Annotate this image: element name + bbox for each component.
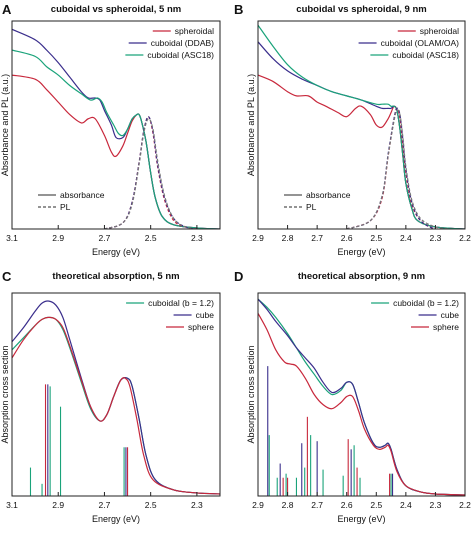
series-line bbox=[258, 41, 465, 229]
x-tick-label: 2.9 bbox=[52, 233, 64, 243]
legend-bottom-left: absorbance PL bbox=[284, 190, 351, 212]
legend-label: sphere bbox=[188, 322, 214, 332]
plot-frame bbox=[257, 292, 466, 497]
x-tick-label: 2.5 bbox=[370, 500, 382, 510]
series-line bbox=[104, 116, 209, 229]
x-tick-label: 2.3 bbox=[430, 500, 442, 510]
x-tick-label: 3.1 bbox=[6, 233, 18, 243]
transition-sticks bbox=[29, 384, 129, 496]
legend-label: sphere bbox=[433, 322, 459, 332]
x-tick-label: 2.7 bbox=[99, 500, 111, 510]
panel-letter: C bbox=[2, 269, 12, 284]
legend-top-right: cuboidal (b = 1.2) cube sphere bbox=[126, 298, 214, 332]
x-axis-label: Energy (eV) bbox=[92, 514, 140, 524]
series-line bbox=[12, 316, 220, 495]
series-line bbox=[346, 107, 451, 229]
series-line bbox=[258, 313, 465, 496]
series-line bbox=[258, 24, 465, 229]
y-axis-label: Absorption cross section bbox=[0, 345, 10, 443]
panel-title: cuboidal vs spheroidal, 9 nm bbox=[296, 4, 426, 15]
legend-label: cube bbox=[196, 310, 215, 320]
series-line bbox=[12, 74, 220, 229]
legend-label: cuboidal (b = 1.2) bbox=[393, 298, 459, 308]
panel-title: theoretical absorption, 5 nm bbox=[52, 271, 179, 282]
x-tick-label: 2.6 bbox=[341, 233, 353, 243]
curves bbox=[12, 300, 220, 495]
legend-top-right: spheroidal cuboidal (OLAM/OA) cuboidal (AS… bbox=[358, 26, 460, 60]
transition-sticks bbox=[267, 366, 394, 496]
series-line bbox=[346, 109, 451, 229]
series-line bbox=[104, 116, 209, 229]
x-tick-label: 2.3 bbox=[430, 233, 442, 243]
x-tick-label: 2.9 bbox=[252, 233, 264, 243]
x-tick-label: 2.8 bbox=[282, 500, 294, 510]
legend-label: PL bbox=[60, 202, 71, 212]
legend-label: cuboidal (ASC18) bbox=[147, 50, 214, 60]
plot-frame bbox=[11, 292, 221, 497]
x-tick-label: 2.5 bbox=[145, 233, 157, 243]
x-axis-label: Energy (eV) bbox=[337, 514, 385, 524]
legend-label: absorbance bbox=[60, 190, 105, 200]
x-tick-label: 2.3 bbox=[191, 500, 203, 510]
curves bbox=[12, 28, 220, 229]
x-axis-label: Energy (eV) bbox=[92, 247, 140, 257]
legend-label: cuboidal (ASC18) bbox=[392, 50, 459, 60]
legend-label: PL bbox=[306, 202, 317, 212]
panel-title: theoretical absorption, 9 nm bbox=[298, 271, 425, 282]
x-tick-label: 2.6 bbox=[341, 500, 353, 510]
x-tick-label: 3.1 bbox=[6, 500, 18, 510]
x-tick-label: 2.5 bbox=[370, 233, 382, 243]
x-tick-label: 2.7 bbox=[99, 233, 111, 243]
x-tick-label: 2.9 bbox=[252, 500, 264, 510]
legend-top-right: cuboidal (b = 1.2) cube sphere bbox=[371, 298, 459, 332]
x-axis-label: Energy (eV) bbox=[337, 247, 385, 257]
x-tick-label: 2.4 bbox=[400, 500, 412, 510]
legend-label: absorbance bbox=[306, 190, 351, 200]
legend-label: cuboidal (b = 1.2) bbox=[148, 298, 214, 308]
series-line bbox=[12, 316, 220, 495]
x-tick-label: 2.5 bbox=[145, 500, 157, 510]
panel-letter: A bbox=[2, 2, 12, 17]
legend-label: spheroidal bbox=[175, 26, 214, 36]
series-line bbox=[346, 107, 451, 229]
series-line bbox=[104, 118, 209, 229]
x-tick-label: 2.9 bbox=[52, 500, 64, 510]
legend-label: spheroidal bbox=[420, 26, 459, 36]
series-line bbox=[12, 49, 220, 229]
series-line bbox=[258, 74, 465, 229]
x-tick-label: 2.8 bbox=[282, 233, 294, 243]
panel-title: cuboidal vs spheroidal, 5 nm bbox=[51, 4, 181, 15]
y-axis-label: Absorption cross section bbox=[246, 345, 256, 443]
curves bbox=[258, 24, 465, 229]
y-axis-label: Absorbance and PL (a.u.) bbox=[246, 74, 256, 176]
panel-letter: B bbox=[234, 2, 243, 17]
legend-label: cuboidal (DDAB) bbox=[151, 38, 214, 48]
plot-frame bbox=[11, 20, 221, 230]
series-line bbox=[258, 298, 465, 496]
curves bbox=[258, 298, 465, 496]
x-tick-label: 2.4 bbox=[400, 233, 412, 243]
y-axis-label: Absorbance and PL (a.u.) bbox=[0, 74, 10, 176]
x-tick-label: 2.7 bbox=[311, 233, 323, 243]
x-tick-label: 2.3 bbox=[191, 233, 203, 243]
panel-letter: D bbox=[234, 269, 243, 284]
x-tick-label: 2.2 bbox=[459, 500, 471, 510]
legend-label: cube bbox=[441, 310, 460, 320]
x-tick-label: 2.7 bbox=[311, 500, 323, 510]
legend-label: cuboidal (OLAM/OA) bbox=[381, 38, 460, 48]
legend-top-right: spheroidal cuboidal (DDAB) cuboidal (ASC18… bbox=[125, 26, 214, 60]
x-tick-label: 2.2 bbox=[459, 233, 471, 243]
legend-bottom-left: absorbance PL bbox=[38, 190, 105, 212]
plot-frame bbox=[257, 20, 466, 230]
